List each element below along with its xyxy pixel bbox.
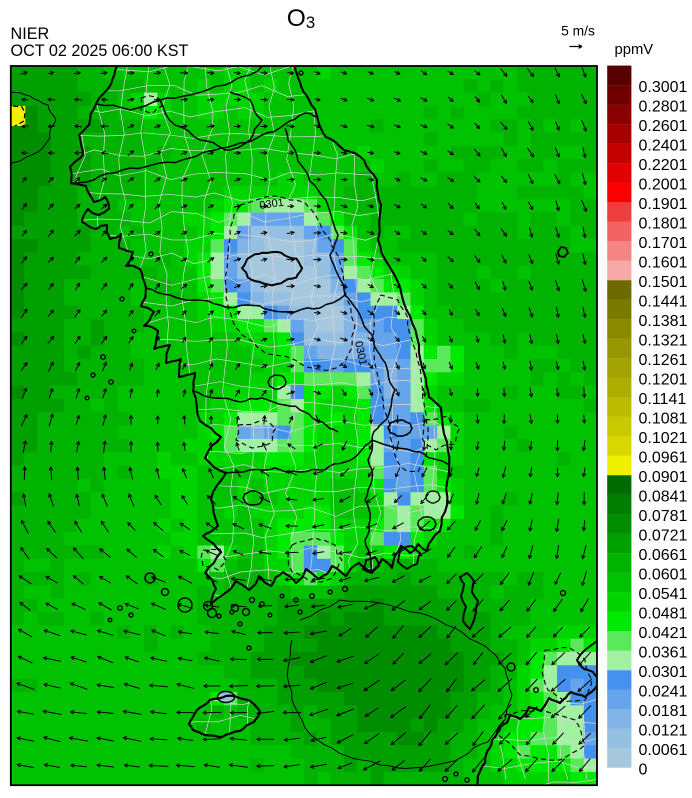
svg-text:0.0781: 0.0781 — [639, 508, 688, 525]
svg-text:0.1501: 0.1501 — [639, 274, 688, 291]
svg-text:0.0601: 0.0601 — [639, 567, 688, 584]
svg-text:0.1081: 0.1081 — [639, 411, 688, 428]
svg-text:0.1701: 0.1701 — [639, 235, 688, 252]
svg-text:0.0361: 0.0361 — [639, 645, 688, 662]
svg-text:0.1381: 0.1381 — [639, 313, 688, 330]
svg-text:0: 0 — [639, 762, 648, 779]
svg-text:0.2401: 0.2401 — [639, 138, 688, 155]
svg-text:0.0541: 0.0541 — [639, 586, 688, 603]
svg-text:0301: 0301 — [259, 197, 285, 212]
svg-text:0.0121: 0.0121 — [639, 723, 688, 740]
svg-text:0.1141: 0.1141 — [639, 391, 687, 408]
svg-text:OCT 02 2025 06:00 KST: OCT 02 2025 06:00 KST — [11, 42, 189, 60]
svg-text:0.1801: 0.1801 — [639, 216, 688, 233]
svg-text:ppmV: ppmV — [615, 42, 654, 58]
svg-text:0.0181: 0.0181 — [639, 703, 688, 720]
svg-text:5 m/s: 5 m/s — [561, 24, 595, 39]
svg-text:0.0721: 0.0721 — [639, 528, 688, 545]
svg-text:0.3001: 0.3001 — [639, 79, 688, 96]
svg-text:0.1601: 0.1601 — [639, 255, 688, 272]
svg-text:0.1441: 0.1441 — [639, 294, 688, 311]
svg-text:0.0061: 0.0061 — [639, 742, 688, 759]
svg-text:0.2001: 0.2001 — [639, 177, 688, 194]
svg-text:0.0421: 0.0421 — [639, 625, 688, 642]
svg-text:0.0841: 0.0841 — [639, 489, 688, 506]
svg-text:0.0661: 0.0661 — [639, 547, 688, 564]
svg-text:NIER: NIER — [11, 25, 50, 43]
svg-text:0.1321: 0.1321 — [639, 333, 688, 350]
svg-text:0.1261: 0.1261 — [639, 352, 688, 369]
svg-text:0.2201: 0.2201 — [639, 157, 688, 174]
svg-text:0.0901: 0.0901 — [639, 469, 688, 486]
svg-text:0.0961: 0.0961 — [639, 450, 688, 467]
svg-text:0.0241: 0.0241 — [639, 684, 688, 701]
svg-text:0.0301: 0.0301 — [639, 664, 688, 681]
svg-text:0.0481: 0.0481 — [639, 606, 688, 623]
svg-text:0.1021: 0.1021 — [639, 430, 688, 447]
svg-text:0.1901: 0.1901 — [639, 196, 688, 213]
svg-text:0.2801: 0.2801 — [639, 99, 688, 116]
svg-text:0.1201: 0.1201 — [639, 372, 688, 389]
svg-text:0301: 0301 — [352, 340, 369, 366]
svg-text:0.2601: 0.2601 — [639, 118, 688, 135]
